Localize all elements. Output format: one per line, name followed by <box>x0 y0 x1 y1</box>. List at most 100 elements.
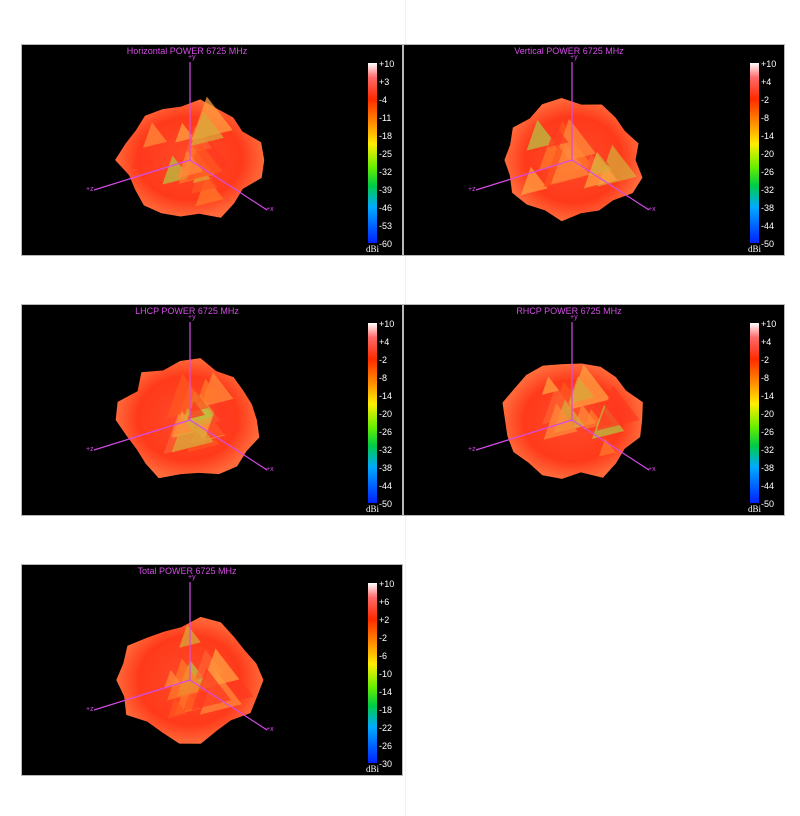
pattern-panel-3: LHCP POWER 6725 MHz +y +z +x +10 +4 -2 -8 -14 -20… <box>21 304 403 516</box>
pattern-facet <box>131 143 156 170</box>
colorbar-tick-label: -32 <box>379 167 393 177</box>
pattern-plot <box>475 62 759 243</box>
pattern-plot <box>93 322 377 503</box>
colorbar-tick-label: -14 <box>761 391 775 401</box>
x-axis-line <box>189 419 268 471</box>
pattern-plot <box>93 62 377 243</box>
colorbar-tick-label: +10 <box>761 319 777 329</box>
axis-label-plus-x: +x <box>648 466 656 473</box>
axis-label-plus-x: +x <box>266 726 274 733</box>
pattern-facet <box>588 151 612 177</box>
colorbar-tick-label: -8 <box>761 113 770 123</box>
colorbar-tick-label: -22 <box>379 723 393 733</box>
colorbar <box>368 323 377 503</box>
colorbar-tick-label: -39 <box>379 185 393 195</box>
colorbar-unit: dBi <box>366 504 380 514</box>
pattern-facet <box>520 166 548 196</box>
z-axis-line <box>475 159 573 191</box>
colorbar-tick-label: -11 <box>379 113 392 123</box>
colorbar-tick-label: -30 <box>379 759 393 769</box>
pattern-facet <box>190 110 224 147</box>
pattern-facet <box>547 125 569 148</box>
colorbar-tick-label: -2 <box>761 95 770 105</box>
axis-label-plus-y: +y <box>188 574 196 581</box>
pattern-facet <box>541 376 560 395</box>
colorbar-tick-label: -50 <box>379 499 393 509</box>
colorbar-tick-label: -44 <box>379 481 393 491</box>
colorbar-tick-label: -38 <box>761 203 775 213</box>
x-axis-line <box>571 159 650 211</box>
pattern-facet <box>177 150 204 179</box>
pattern-plot <box>475 322 759 503</box>
colorbar-tick-label: +10 <box>379 579 395 589</box>
colorbar-tick-label: +2 <box>379 615 390 625</box>
colorbar-tick-label: +4 <box>761 337 772 347</box>
colorbar-tick-label: -14 <box>761 131 775 141</box>
colorbar-tick-label: -4 <box>379 95 388 105</box>
pattern-panel-2: Vertical POWER 6725 MHz +y +z +x +10 +4 -2 -8 -1… <box>403 44 785 256</box>
axis-label-plus-y: +y <box>570 314 578 321</box>
pattern-facet <box>550 143 590 185</box>
pattern-facet <box>526 119 556 151</box>
axis-label-plus-z: +z <box>468 446 476 453</box>
pattern-panel-5: Total POWER 6725 MHz +y +z +x +10 +6 +2 -2 -6 -10… <box>21 564 403 776</box>
pattern-facet <box>204 399 243 440</box>
colorbar-tick-label: +10 <box>761 59 777 69</box>
pattern-panel-4: RHCP POWER 6725 MHz +y +z +x +10 +4 -2 -8 -14 -20… <box>403 304 785 516</box>
colorbar-unit: dBi <box>748 504 762 514</box>
colorbar-tick-label: -50 <box>761 499 775 509</box>
pattern-facet <box>596 385 640 431</box>
axis-label-plus-z: +z <box>86 446 94 453</box>
pattern-facet <box>143 122 167 148</box>
pattern-panel-1: Horizontal POWER 6725 MHz +y +z +x +10 +3 -4 -1… <box>21 44 403 256</box>
chart-title: Total POWER 6725 MHz <box>137 566 237 576</box>
colorbar-tick-label: -18 <box>379 705 393 715</box>
pattern-facet <box>196 378 220 404</box>
colorbar-tick-label: -26 <box>761 427 775 437</box>
colorbar-tick-label: -25 <box>379 149 393 159</box>
colorbar-tick-label: +4 <box>761 77 772 87</box>
colorbar-tick-label: +6 <box>379 597 390 607</box>
colorbar-unit: dBi <box>748 244 762 254</box>
chart-title: Horizontal POWER 6725 MHz <box>126 46 248 56</box>
colorbar-tick-label: -44 <box>761 221 775 231</box>
pattern-facet <box>167 697 187 719</box>
colorbar-tick-label: -46 <box>379 203 393 213</box>
z-axis-line <box>93 679 191 711</box>
pattern-facet <box>171 408 214 453</box>
pattern-facet <box>175 122 194 143</box>
pattern-facet <box>191 667 232 711</box>
x-axis-line <box>189 679 268 731</box>
pattern-facet <box>170 413 193 437</box>
colorbar-tick-label: +10 <box>379 319 395 329</box>
colorbar-tick-label: -14 <box>379 687 393 697</box>
z-axis-line <box>475 419 573 451</box>
colorbar-tick-label: -38 <box>761 463 775 473</box>
z-axis-line <box>93 159 191 191</box>
colorbar-tick-label: -2 <box>761 355 770 365</box>
colorbar-tick-label: -2 <box>379 355 388 365</box>
colorbar-tick-label: -2 <box>379 633 388 643</box>
colorbar-tick-label: -38 <box>379 463 393 473</box>
chart-title: Vertical POWER 6725 MHz <box>514 46 624 56</box>
axis-label-plus-x: +x <box>266 206 274 213</box>
colorbar-tick-label: -26 <box>761 167 775 177</box>
axis-label-plus-y: +y <box>570 54 578 61</box>
pattern-plot <box>93 582 377 763</box>
colorbar-tick-label: +10 <box>379 59 395 69</box>
pattern-facet <box>598 438 616 457</box>
colorbar <box>368 63 377 243</box>
colorbar-unit: dBi <box>366 764 380 774</box>
axis-label-plus-y: +y <box>188 314 196 321</box>
pattern-facet <box>543 403 578 440</box>
colorbar-tick-label: -26 <box>379 427 393 437</box>
colorbar-tick-label: -20 <box>379 409 393 419</box>
colorbar-tick-label: -14 <box>379 391 393 401</box>
colorbar-tick-label: -53 <box>379 221 393 231</box>
pattern-facet <box>195 176 224 207</box>
colorbar-unit: dBi <box>366 244 380 254</box>
axis-label-plus-x: +x <box>266 466 274 473</box>
colorbar-tick-label: -20 <box>761 149 775 159</box>
pattern-facet <box>167 658 207 701</box>
axis-label-plus-x: +x <box>648 206 656 213</box>
